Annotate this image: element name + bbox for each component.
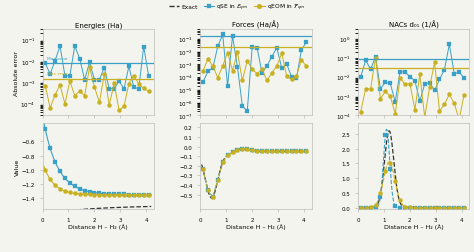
Title: Forces (Ha/Å): Forces (Ha/Å) — [232, 21, 280, 29]
Text: Max error: Max error — [46, 72, 67, 76]
Legend: Exact, qSE in $\mathcal{E}_{qm}$, qEOM in $\mathcal{F}_{qm}$: Exact, qSE in $\mathcal{E}_{qm}$, qEOM i… — [166, 1, 308, 15]
Text: Max error: Max error — [46, 57, 67, 61]
Y-axis label: Value: Value — [15, 158, 20, 175]
X-axis label: Distance H – H₂ (Å): Distance H – H₂ (Å) — [68, 223, 128, 229]
X-axis label: Distance H – H₂ (Å): Distance H – H₂ (Å) — [384, 223, 444, 229]
Title: NACs d₀₁ (1/Å): NACs d₀₁ (1/Å) — [389, 21, 438, 29]
Title: Energies (Ha): Energies (Ha) — [74, 22, 122, 29]
X-axis label: Distance H – H₂ (Å): Distance H – H₂ (Å) — [226, 223, 286, 229]
Y-axis label: Absolute error: Absolute error — [14, 50, 19, 95]
